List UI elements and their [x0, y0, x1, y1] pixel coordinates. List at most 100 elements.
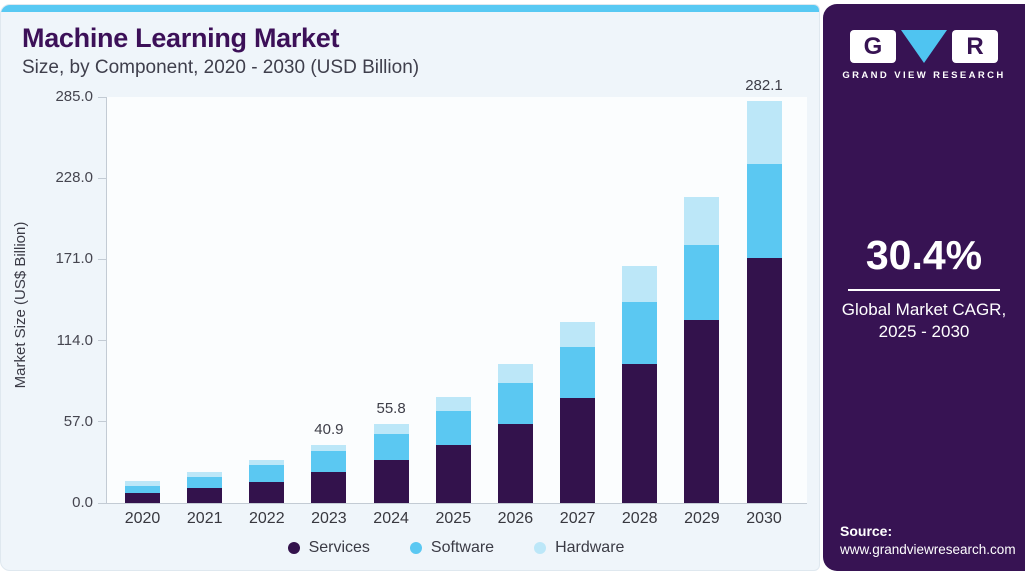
bar-segment-services [187, 488, 223, 503]
x-axis-label: 2027 [559, 510, 596, 527]
bar-segment-hardware [373, 423, 409, 435]
bar-segment-hardware [684, 197, 720, 245]
y-axis-tick-label: 0.0 [72, 494, 93, 511]
logo-v-triangle-icon [901, 30, 947, 63]
bar-segment-software [435, 410, 471, 445]
plot-area: 285.0 228.0 171.0 114.0 57.0 0.0 2020 2021 2022 4… [55, 77, 807, 527]
bar-segment-hardware [622, 266, 658, 302]
cagr-divider [848, 289, 1000, 291]
x-axis-label: 2023 [311, 510, 347, 527]
bar-segment-software [622, 301, 658, 365]
sidebar: G R GRAND VIEW RESEARCH 30.4% Global Mar… [823, 4, 1025, 571]
cagr-block: 30.4% Global Market CAGR, 2025 - 2030 [823, 232, 1025, 343]
y-axis-tick-label: 171.0 [55, 250, 93, 268]
y-axis-tick-mark [98, 502, 107, 504]
y-axis-tick-label: 285.0 [55, 88, 93, 105]
cagr-caption-line2: 2025 - 2030 [878, 322, 970, 342]
cagr-value: 30.4% [865, 232, 983, 278]
chart-title: Machine Learning Market [22, 23, 340, 53]
y-axis-tick-mark [98, 177, 107, 179]
bar-segment-software [560, 347, 596, 398]
source-label: Source: [840, 523, 893, 539]
legend-swatch-icon [287, 542, 300, 554]
bar-segment-software [497, 383, 533, 424]
legend-swatch-icon [534, 542, 547, 554]
legend-label: Services [308, 539, 370, 556]
x-axis-label: 2020 [124, 510, 161, 527]
logo-r-box: R [952, 30, 998, 63]
bar-2030 [746, 101, 782, 503]
logo-g-box: G [850, 30, 896, 63]
bar-segment-software [187, 477, 223, 489]
y-axis-tick-mark [98, 421, 107, 423]
legend-item-software: Software [409, 539, 495, 557]
legend-item-services: Services [287, 539, 370, 557]
x-axis-label: 2025 [435, 510, 472, 527]
y-axis-tick-label: 57.0 [63, 412, 93, 430]
gvr-logo: G R [823, 4, 1025, 63]
bar-segment-services [125, 493, 160, 503]
bar-segment-software [684, 244, 720, 320]
chart-header: Machine Learning Market Size, by Compone… [22, 23, 419, 79]
bar-segment-services [435, 444, 471, 503]
bar-2027 [560, 321, 596, 503]
legend-swatch-icon [409, 542, 422, 554]
bar-2020 [125, 481, 160, 503]
chart-subtitle: Size, by Component, 2020 - 2030 (USD Bil… [22, 57, 420, 78]
bar-segment-software [125, 485, 160, 494]
source-url[interactable]: www.grandviewresearch.com [840, 542, 1016, 557]
bar-value-label: 55.8 [376, 399, 406, 417]
bar-segment-hardware [497, 363, 533, 384]
bar-segment-hardware [249, 459, 285, 465]
top-accent-strip [1, 5, 819, 12]
bar-segment-software [249, 464, 285, 483]
y-axis-tick-label: 114.0 [56, 331, 93, 349]
y-axis-tick-label: 228.0 [55, 169, 93, 187]
bar-segment-services [373, 459, 409, 503]
bar-2023 [311, 444, 347, 503]
bar-segment-software [373, 434, 409, 460]
bar-value-label: 40.9 [314, 420, 344, 438]
x-axis-label: 2028 [621, 510, 658, 527]
bar-2029 [684, 197, 720, 503]
bar-segment-services [560, 397, 596, 503]
y-axis-tick-mark [98, 96, 107, 98]
y-axis-tick-mark [98, 258, 107, 260]
bar-segment-hardware [125, 481, 160, 486]
bar-2025 [435, 396, 471, 503]
bar-segment-services [622, 364, 658, 503]
y-axis-title: Market Size (US$ Billion) [12, 221, 29, 389]
brand-name: GRAND VIEW RESEARCH [842, 70, 1006, 81]
bar-2021 [187, 471, 223, 503]
x-axis-label: 2029 [684, 510, 720, 527]
bar-segment-hardware [187, 471, 223, 478]
chart-card: Machine Learning Market Size, by Compone… [0, 4, 820, 571]
bar-segment-services [684, 319, 720, 503]
y-axis-tick-mark [98, 340, 107, 342]
bar-2028 [622, 266, 658, 503]
x-axis-label: 2021 [186, 510, 223, 527]
bar-segment-services [497, 423, 533, 503]
bar-segment-services [249, 482, 285, 503]
bar-segment-software [311, 450, 347, 473]
bar-2026 [497, 363, 533, 503]
chart-legend: Services Software Hardware [106, 539, 806, 557]
x-axis-label: 2026 [497, 510, 534, 527]
bar-segment-services [311, 472, 347, 503]
x-axis-label: 2030 [746, 510, 782, 527]
legend-label: Software [430, 539, 495, 556]
bar-segment-services [746, 257, 782, 503]
x-axis-label: 2024 [373, 510, 409, 527]
bar-segment-hardware [560, 321, 596, 348]
source-block: Source: www.grandviewresearch.com [840, 523, 1016, 557]
bar-segment-hardware [311, 444, 347, 451]
cagr-caption-line1: Global Market CAGR, [841, 300, 1007, 319]
bar-segment-software [746, 164, 782, 258]
bar-2024 [373, 423, 409, 503]
bar-value-label: 282.1 [745, 77, 783, 95]
bar-2022 [249, 459, 285, 503]
x-axis-label: 2022 [249, 510, 285, 527]
bar-segment-hardware [435, 396, 471, 411]
bar-segment-hardware [746, 101, 782, 165]
